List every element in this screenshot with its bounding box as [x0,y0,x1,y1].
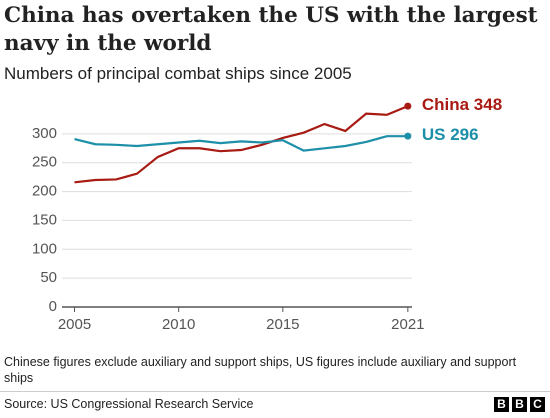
series-line [74,135,408,152]
logo-letter: B [494,397,509,412]
footnote: Chinese figures exclude auxiliary and su… [4,355,517,385]
logo-letter: C [530,397,545,412]
x-tick-label: 2015 [266,316,299,333]
series-line [74,105,409,184]
logo: B B C [494,397,545,412]
y-tick-label: 0 [49,298,57,315]
x-tick-label: 2010 [162,316,195,333]
chart-subtitle: Numbers of principal combat ships since … [4,64,352,83]
logo-letter: B [512,397,527,412]
series-end-value: 296 [450,126,478,145]
end-dot [404,132,412,140]
y-tick-label: 300 [32,125,57,142]
x-tick-label: 2021 [391,316,424,333]
y-tick-label: 100 [32,240,57,257]
chart-title: China has overtaken the US with the larg… [4,3,538,56]
chart: 0 50 100 150 200 250 300 2005 2010 2015 2021 China … [32,96,502,333]
source: Source: US Congressional Research Servic… [4,397,254,411]
series-label: China 348 [422,96,502,115]
y-tick-label: 250 [32,154,57,171]
y-tick-label: 50 [40,269,57,286]
series-label: US 296 [422,126,479,145]
y-tick-label: 200 [32,183,57,200]
x-tick-label: 2005 [58,316,91,333]
series-name: China [422,96,470,115]
end-dot [404,102,412,110]
series-end-value: 348 [474,96,502,115]
separator [0,391,550,392]
y-tick-label: 150 [32,211,57,228]
series-name: US [422,126,446,145]
